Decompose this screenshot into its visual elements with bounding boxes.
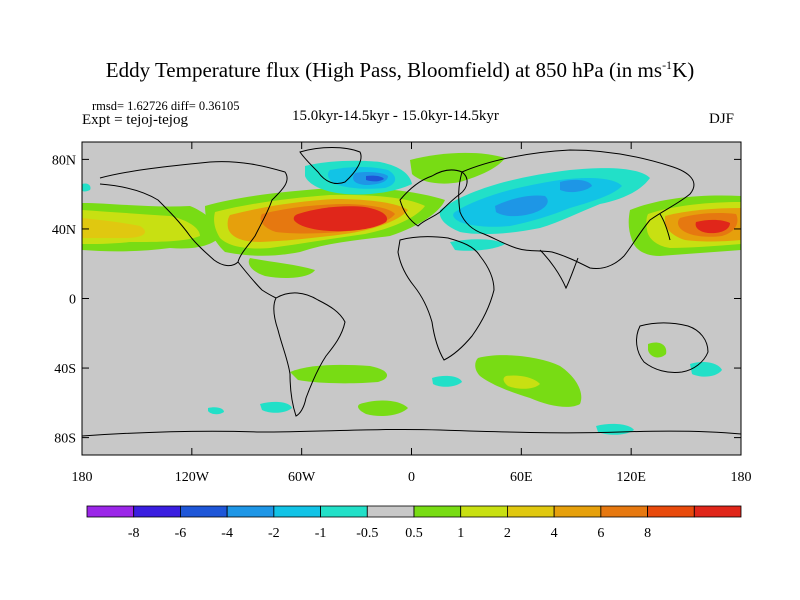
contour-green-australia: [648, 342, 667, 358]
colorbar-swatch: [413, 505, 462, 518]
colorbar-swatch: [600, 505, 648, 518]
colorbar-swatch: [460, 505, 508, 518]
plot-title: Eddy Temperature flux (High Pass, Bloomf…: [0, 58, 800, 83]
colorbar-swatch: [647, 505, 695, 518]
colorbar-label: 4: [551, 526, 558, 541]
colorbar-label: -2: [268, 526, 280, 541]
contour-cyan-nz: [690, 362, 722, 377]
stats-label: rmsd= 1.62726 diff= 0.36105: [92, 99, 240, 113]
contour-orange-west-pacific: [82, 218, 145, 238]
plot-title-text: Eddy Temperature flux (High Pass, Bloomf…: [105, 58, 663, 82]
coast-africa: [397, 236, 495, 361]
y-tick-label: 80S: [54, 432, 76, 447]
contour-dblue-greenland: [366, 175, 384, 182]
colorbar-swatch: [133, 505, 181, 518]
coast-europe: [399, 169, 468, 227]
y-tick-label: 40S: [54, 362, 76, 377]
contour-cyan-far-west: [82, 183, 91, 192]
colorbar-swatch: [366, 505, 415, 518]
colorbar-label: 8: [644, 526, 651, 541]
colorbar-label: -0.5: [356, 526, 378, 541]
plot-title-unit: K): [672, 58, 695, 82]
season-label: DJF: [709, 111, 735, 127]
contour-fill-layer: [82, 152, 741, 435]
contour-green-south-far: [358, 400, 408, 416]
contour-blue-eurasia-east: [560, 179, 592, 193]
colorbar-label: 6: [597, 526, 604, 541]
experiment-label: Expt = tejoj-tejog: [82, 112, 188, 128]
colorbar-label: 0.5: [405, 526, 423, 541]
coast-australia: [636, 322, 709, 373]
coast-asia: [458, 149, 695, 269]
colorbar-label: -4: [221, 526, 233, 541]
contour-green-caribbean: [248, 258, 315, 278]
colorbar-swatch: [553, 505, 602, 518]
colorbar-swatch: [507, 505, 555, 518]
contour-cyan-south-small: [208, 407, 224, 415]
coast-antarctica: [82, 428, 741, 437]
map-panel: 80N 40N 0 40S 80S 180 120W 60W 0 60E 120E 180: [52, 141, 752, 485]
coastlines: [82, 147, 741, 437]
contour-yellow-south-indian: [503, 375, 540, 389]
colorbar-swatch: [86, 505, 135, 518]
coast-greenland: [299, 147, 362, 185]
coast-central-america: [237, 261, 277, 299]
colorbar-label: -1: [315, 526, 327, 541]
contour-green-scandinavia: [410, 152, 505, 184]
x-tick-label: 60E: [510, 470, 533, 485]
y-axis-ticks: 80N 40N 0 40S 80S: [52, 153, 741, 447]
y-tick-label: 40N: [52, 223, 76, 238]
x-axis-ticks: 180 120W 60W 0 60E 120E 180: [72, 142, 752, 485]
x-tick-label: 120W: [175, 470, 210, 485]
coast-north-america: [99, 161, 288, 267]
colorbar-swatch: [320, 505, 368, 518]
colorbar-label: -8: [128, 526, 140, 541]
coast-india: [539, 249, 579, 290]
plot-title-exponent: -1: [662, 58, 673, 72]
colorbar-swatch: [273, 505, 321, 518]
colorbar: -8 -6 -4 -2 -1 -0.5 0.5 1 2 4 6 8: [86, 505, 742, 541]
y-tick-label: 80N: [52, 153, 76, 168]
colorbar-label: -6: [175, 526, 187, 541]
contour-cyan-south-a1: [432, 375, 462, 387]
period-label: 15.0kyr-14.5kyr - 15.0kyr-14.5kyr: [292, 108, 499, 124]
contour-cyan-mediterranean: [450, 239, 505, 251]
contour-red-kuroshio: [695, 219, 730, 234]
contour-cyan-south-pacific: [260, 401, 292, 413]
colorbar-label: 1: [457, 526, 464, 541]
x-tick-label: 180: [731, 470, 752, 485]
contour-blue-eurasia: [495, 195, 548, 217]
x-tick-label: 120E: [616, 470, 646, 485]
contour-red-atlantic: [293, 206, 388, 232]
x-tick-label: 180: [72, 470, 93, 485]
coast-south-america: [273, 292, 346, 417]
colorbar-label: 2: [504, 526, 511, 541]
y-tick-label: 0: [69, 293, 76, 308]
colorbar-swatch: [693, 505, 742, 518]
map-background: [82, 142, 741, 455]
colorbar-swatch: [180, 505, 228, 518]
colorbar-swatch: [226, 505, 275, 518]
coast-japan: [659, 213, 671, 241]
x-tick-label: 60W: [288, 470, 316, 485]
x-tick-label: 0: [408, 470, 415, 485]
